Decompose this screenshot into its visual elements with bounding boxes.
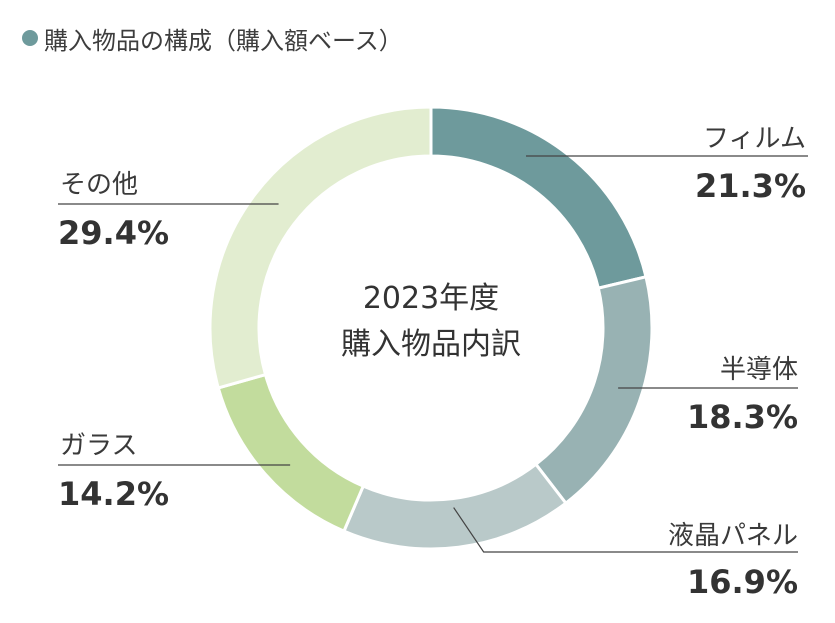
donut-slice: [341, 462, 568, 551]
slice-label-name: その他: [60, 170, 138, 200]
donut-slice: [216, 372, 366, 534]
slice-labels: フィルム 21.3% 半導体 18.3% 液晶パネル 16.9% ガラス 14.2% その他 29…: [58, 124, 806, 601]
slice-label-value: 16.9%: [687, 563, 798, 601]
donut-slice: [208, 105, 433, 390]
center-label-line1: 2023年度: [363, 281, 499, 316]
slice-label-value: 29.4%: [58, 214, 169, 252]
center-label-line2: 購入物品内訳: [341, 327, 521, 362]
slice-label-name: フィルム: [703, 124, 806, 154]
donut-slice: [429, 105, 648, 290]
slice-label-value: 14.2%: [58, 475, 169, 513]
bullet-dot-icon: [22, 30, 38, 46]
slice-label-name: ガラス: [60, 431, 137, 461]
chart-header: 購入物品の構成（購入額ベース）: [22, 18, 403, 58]
slice-label-name: 液晶パネル: [668, 521, 798, 551]
slice-label-value: 21.3%: [695, 167, 806, 205]
donut-slice: [533, 274, 654, 506]
donut-slices: [208, 105, 654, 551]
leader-line: [453, 507, 798, 553]
leader-lines: [58, 155, 808, 553]
slice-label-value: 18.3%: [687, 398, 798, 436]
slice-label-name: 半導体: [720, 355, 798, 385]
chart-title: 購入物品の構成（購入額ベース）: [44, 26, 403, 55]
